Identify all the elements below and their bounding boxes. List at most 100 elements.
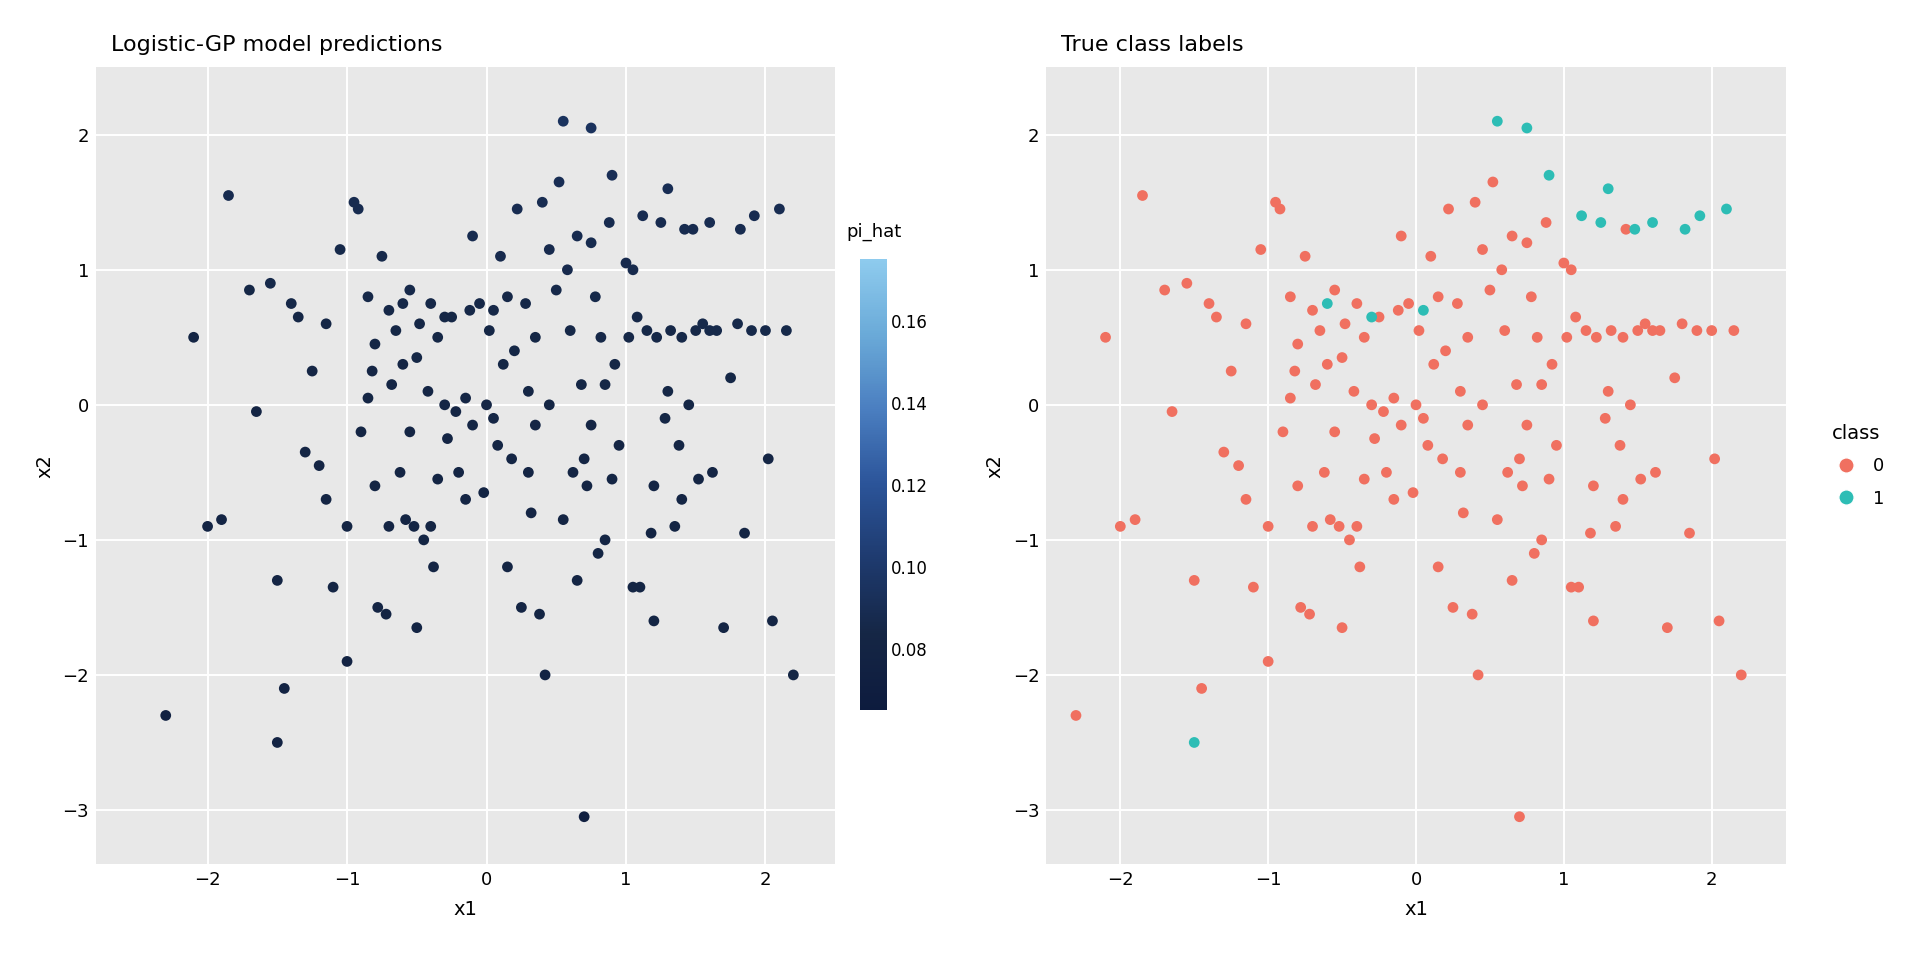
Point [401,349,432,365]
Point [367,249,397,264]
Point [430,309,461,324]
Point [1179,573,1210,588]
Point [374,518,405,534]
Point [1309,465,1340,480]
Point [547,512,578,527]
Point [1369,404,1400,420]
Point [1290,249,1321,264]
Point [405,316,436,331]
Point [449,391,480,406]
Point [1432,202,1463,217]
Point [1526,532,1557,547]
Point [478,302,509,318]
Point [311,316,342,331]
Point [628,208,659,224]
Point [576,418,607,433]
Point [492,560,522,575]
Point [1156,404,1187,420]
Point [1208,444,1238,460]
Point [524,607,555,622]
Point [432,431,463,446]
Point [624,580,655,595]
Text: True class labels: True class labels [1062,35,1244,55]
Point [353,391,384,406]
Point [1407,302,1438,318]
Point [1275,391,1306,406]
X-axis label: x1: x1 [453,900,478,919]
Point [1423,289,1453,304]
Point [695,215,726,230]
Point [1446,465,1476,480]
Point [1536,356,1567,372]
Point [1323,518,1354,534]
Point [674,397,705,413]
Point [1342,518,1373,534]
Point [1294,607,1325,622]
Point [1596,323,1626,338]
Point [645,215,676,230]
Point [457,418,488,433]
Point [1482,512,1513,527]
Point [1386,228,1417,244]
Point [678,222,708,237]
Point [730,525,760,540]
Point [1530,215,1561,230]
Point [1626,471,1657,487]
Point [1594,384,1624,399]
Point [653,384,684,399]
Point [276,296,307,311]
Point [1311,356,1342,372]
Point [380,323,411,338]
Point [1517,289,1548,304]
Point [346,424,376,440]
Point [599,356,630,372]
Point [1490,323,1521,338]
Point [1427,451,1457,467]
Point [359,336,390,351]
Point [1638,323,1668,338]
Point [470,397,501,413]
Point [1231,316,1261,331]
Point [1298,302,1329,318]
Point [1511,418,1542,433]
Point [468,485,499,500]
Point [409,532,440,547]
Point [1482,113,1513,129]
Point [1574,525,1605,540]
Point [576,120,607,135]
Point [1555,262,1586,277]
Point [1659,371,1690,386]
Point [1398,485,1428,500]
Point [1350,471,1380,487]
Point [1319,282,1350,298]
Point [415,518,445,534]
Point [520,329,551,345]
Point [363,600,394,615]
Point [1413,438,1444,453]
Point [1622,323,1653,338]
Point [555,323,586,338]
Point [1283,336,1313,351]
Point [374,302,405,318]
Point [695,323,726,338]
Point [726,222,756,237]
Point [1555,580,1586,595]
Point [563,573,593,588]
Point [1611,222,1642,237]
Point [1334,532,1365,547]
Point [1467,397,1498,413]
X-axis label: x1: x1 [1404,900,1428,919]
Point [632,323,662,338]
Point [1104,518,1135,534]
Legend: 0, 1: 0, 1 [1809,405,1903,526]
Point [1475,282,1505,298]
Point [482,438,513,453]
Point [1561,309,1592,324]
Point [735,323,766,338]
Point [1342,296,1373,311]
Point [1319,424,1350,440]
Point [1511,120,1542,135]
Point [1526,377,1557,393]
Point [1607,492,1638,507]
Point [338,195,369,210]
